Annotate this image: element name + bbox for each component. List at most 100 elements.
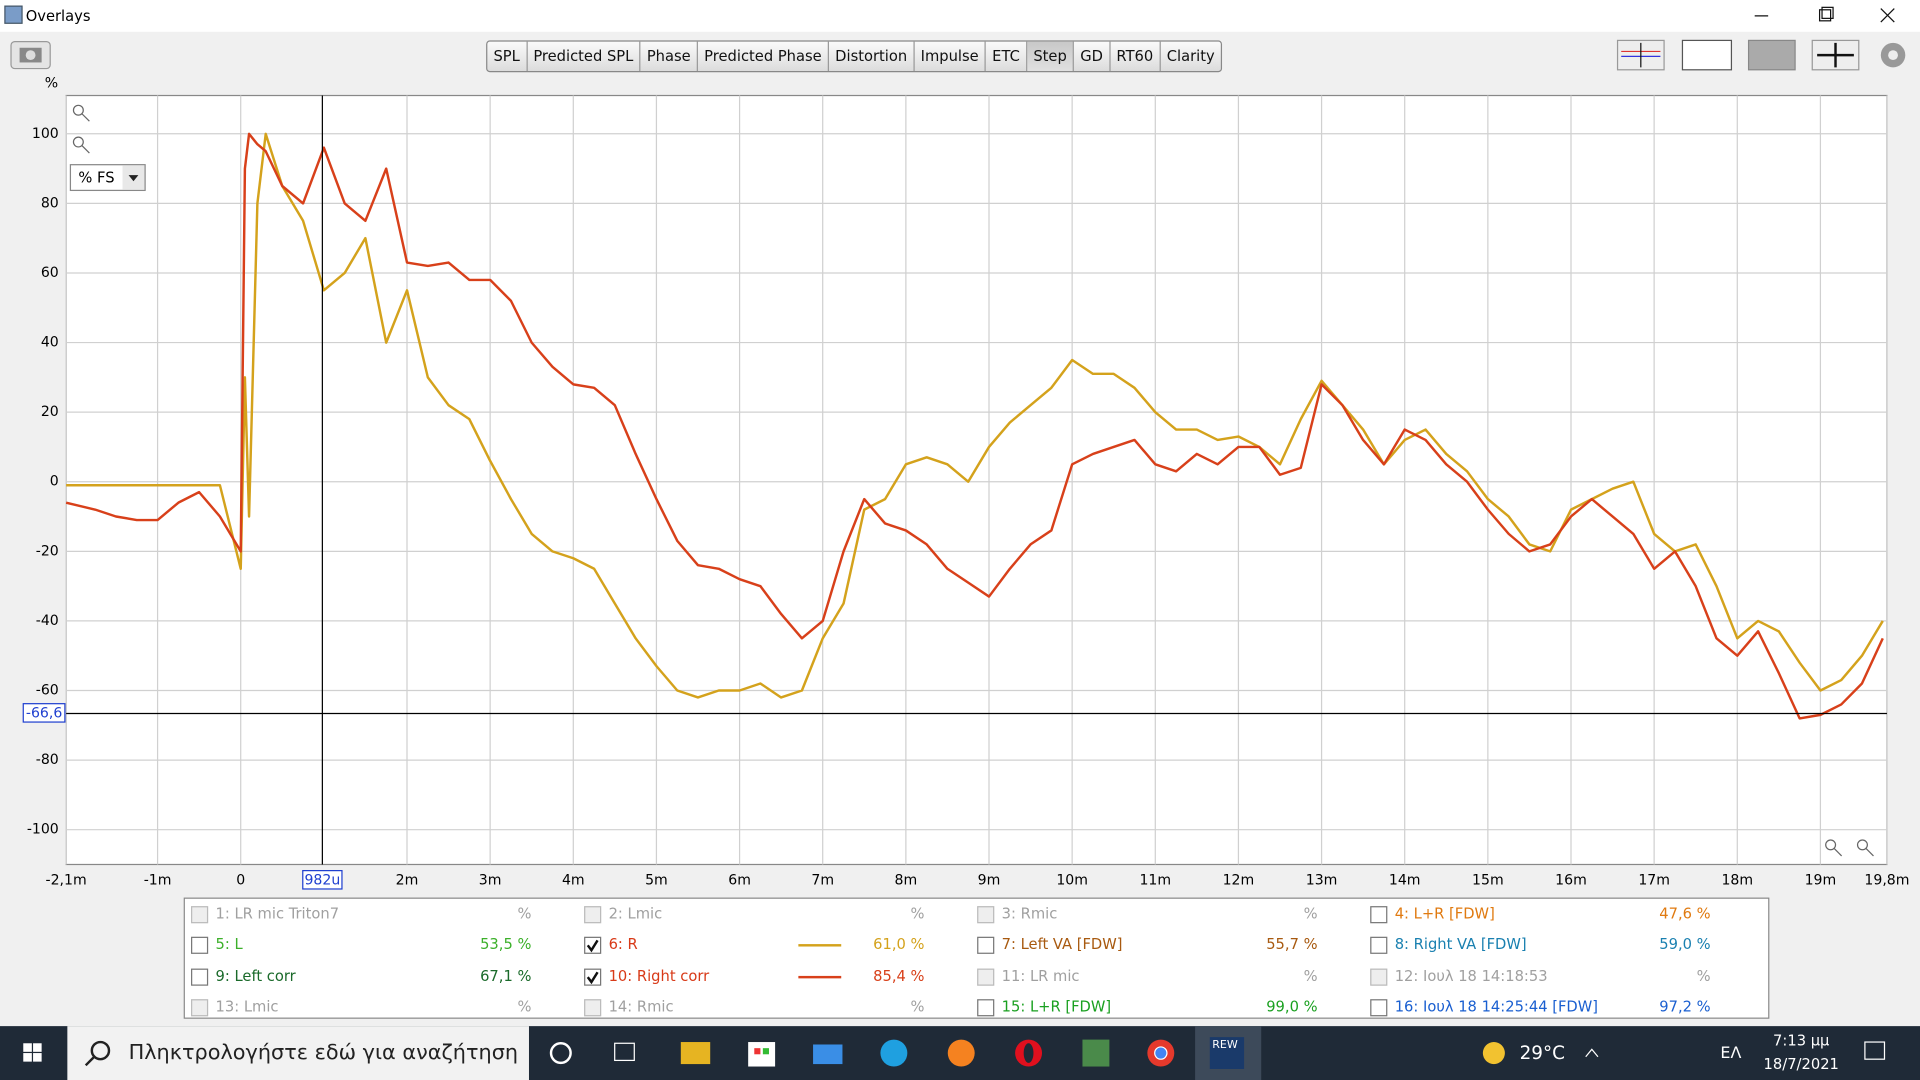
checkbox[interactable] (191, 906, 209, 924)
x-tick-label: -1m (144, 872, 172, 888)
graph-tab[interactable]: GD (1074, 41, 1111, 72)
y-tick-label: 80 (41, 195, 59, 211)
legend-item[interactable]: 16: Ιουλ 18 14:25:44 [FDW] 97,2 % (1370, 994, 1762, 1021)
checkbox[interactable] (977, 968, 995, 986)
legend-item[interactable]: 14: Rmic% (584, 994, 976, 1021)
app-label: REW (1212, 1039, 1238, 1052)
legend-item[interactable]: 4: L+R [FDW] 47,6 % (1370, 901, 1762, 928)
x-tick-label: 11m (1139, 872, 1171, 888)
graph-tab[interactable]: Step (1027, 41, 1075, 72)
legend-label: 7: Left VA [FDW] (1001, 935, 1123, 954)
app-icon (4, 5, 23, 24)
zoom-icons[interactable] (72, 104, 1874, 857)
x-tick-label: 5m (645, 872, 668, 888)
graph-tabs: SPL Predicted SPL Phase Predicted Phase Dist… (486, 40, 1223, 73)
cursor-x-label: 982u (304, 872, 340, 888)
graph-tab[interactable]: Clarity (1166, 47, 1215, 65)
view-buttons[interactable] (1614, 37, 1920, 74)
legend-item[interactable]: 7: Left VA [FDW] 55,7 % (977, 932, 1369, 959)
graph-tab[interactable]: SPL (487, 41, 528, 72)
legend-value: 61,0 % (873, 935, 925, 954)
legend-item[interactable]: 13: Lmic% (191, 994, 583, 1021)
dropdown-arrow (122, 165, 145, 190)
legend-label: 5: L (215, 935, 243, 954)
legend-label: 12: Ιουλ 18 14:18:53 (1394, 966, 1548, 984)
checkbox[interactable] (584, 906, 602, 924)
legend-item[interactable]: 2: Lmic% (584, 901, 976, 928)
legend-value: % (910, 904, 925, 923)
checkbox[interactable] (977, 999, 995, 1017)
window-title: Overlays (25, 7, 91, 25)
search-placeholder: Πληκτρολογήστε εδώ για αναζήτηση (128, 1040, 519, 1066)
x-tick-label: 13m (1306, 872, 1338, 888)
legend-value: % (1696, 966, 1711, 984)
title-bar: Overlays (0, 0, 1920, 32)
x-tick-label: 16m (1555, 872, 1587, 888)
camera-button[interactable] (10, 40, 52, 70)
y-tick-label: -20 (36, 543, 59, 559)
checkbox[interactable] (191, 968, 209, 986)
legend-item[interactable]: 1: LR mic Triton7% (191, 901, 583, 928)
checkbox[interactable] (584, 999, 602, 1017)
plot-area (65, 94, 1888, 866)
legend-label: 1: LR mic Triton7 (215, 904, 340, 923)
legend-item[interactable]: 3: Rmic% (977, 901, 1369, 928)
graph-tab[interactable]: RT60 (1110, 41, 1161, 72)
taskbar-icons (23, 1026, 1886, 1080)
checkbox[interactable] (1370, 906, 1388, 924)
legend-label: 15: L+R [FDW] (1001, 997, 1112, 1015)
legend-value: % (910, 997, 925, 1015)
x-tick-label: 19,8m (1864, 872, 1909, 888)
checkbox[interactable] (1370, 999, 1388, 1017)
legend-label: 3: Rmic (1001, 904, 1058, 923)
window-controls[interactable] (1739, 0, 1920, 32)
checkbox[interactable] (191, 937, 209, 955)
checkbox[interactable] (977, 937, 995, 955)
legend-item[interactable]: 11: LR mic% (977, 963, 1369, 990)
checkbox[interactable] (977, 906, 995, 924)
checkbox[interactable] (191, 999, 209, 1017)
y-mode-label: % FS (78, 168, 115, 187)
legend-item[interactable]: 15: L+R [FDW] 99,0 % (977, 994, 1369, 1021)
legend-value: % (1303, 904, 1318, 923)
legend-value: 97,2 % (1659, 997, 1711, 1015)
chart: % -2,1m -1m 0 2m 3m 4m 5m 6m 7m 8m 9m 10m 11m 12m 13m 1… (22, 75, 1909, 890)
data-line (65, 132, 1884, 720)
legend-value: 85,4 % (873, 966, 925, 984)
graph-tab[interactable]: Predicted Phase (698, 41, 830, 72)
legend: 1: LR mic Triton7% 2: Lmic% 3: Rmic% 4: L+R… (183, 897, 1770, 1021)
checkbox[interactable] (584, 937, 602, 955)
checkbox[interactable] (584, 968, 602, 986)
x-tick-label: 18m (1721, 872, 1753, 888)
graph-tab[interactable]: Predicted SPL (527, 41, 641, 72)
legend-item[interactable]: 9: Left corr 67,1 % (191, 963, 583, 990)
x-tick-label: 8m (895, 872, 918, 888)
x-tick-label: 4m (562, 872, 585, 888)
y-tick-label: 20 (41, 404, 59, 420)
checkbox[interactable] (1370, 937, 1388, 955)
search-box[interactable]: Πληκτρολογήστε εδώ για αναζήτηση (67, 1026, 529, 1080)
y-mode-select[interactable]: % FS (69, 164, 146, 192)
x-tick-label: 7m (811, 872, 834, 888)
legend-value: 67,1 % (480, 966, 532, 984)
legend-item[interactable]: 5: L 53,5 % (191, 932, 583, 959)
legend-item[interactable]: 8: Right VA [FDW] 59,0 % (1370, 932, 1762, 959)
y-tick-label: -100 (27, 822, 59, 838)
legend-label: 4: L+R [FDW] (1394, 904, 1495, 923)
legend-item[interactable]: 6: R 61,0 % (584, 932, 976, 959)
legend-item[interactable]: 10: Right corr 85,4 % (584, 963, 976, 990)
y-tick-label: 100 (32, 126, 59, 142)
checkbox[interactable] (1370, 968, 1388, 986)
graph-tab[interactable]: Phase (641, 41, 699, 72)
legend-swatch (798, 975, 842, 978)
y-tick-label: 40 (41, 335, 59, 351)
legend-label: 8: Right VA [FDW] (1394, 935, 1527, 954)
legend-swatch (798, 944, 842, 947)
legend-label: 13: Lmic (215, 997, 279, 1015)
graph-tab[interactable]: Impulse (915, 41, 987, 72)
graph-tab[interactable]: Distortion (829, 41, 915, 72)
legend-value: 55,7 % (1266, 935, 1318, 954)
legend-item[interactable]: 12: Ιουλ 18 14:18:53% (1370, 963, 1762, 990)
graph-tab[interactable]: ETC (986, 41, 1028, 72)
